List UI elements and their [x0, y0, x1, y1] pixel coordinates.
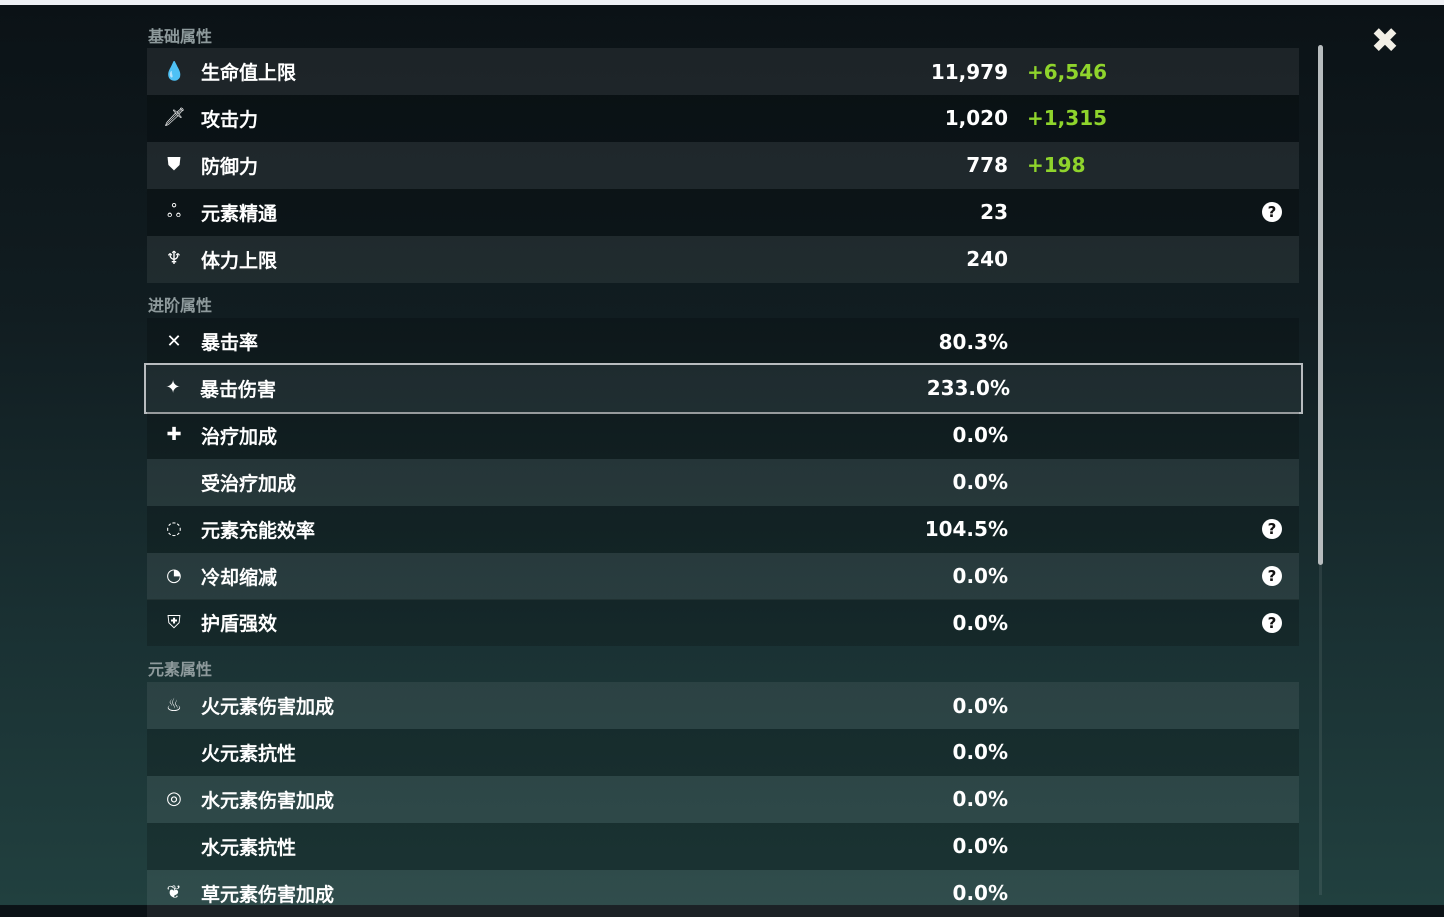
stat-label: 水元素伤害加成 [201, 789, 335, 812]
shield-strength-icon: ⛨ [167, 611, 181, 633]
close-icon: ✖ [1370, 21, 1400, 61]
stat-label: 水元素抗性 [201, 836, 297, 859]
help-icon[interactable]: ? [1262, 566, 1282, 586]
stat-row[interactable]: ✕ 暴击率 80.3% [147, 318, 1299, 365]
sword-icon: 🗡 [163, 107, 186, 129]
stat-label: 草元素伤害加成 [201, 883, 335, 906]
help-icon[interactable]: ? [1262, 612, 1282, 633]
stat-value: 0.0% [952, 881, 1008, 906]
stat-bonus: +198 [1027, 153, 1086, 178]
stat-row[interactable]: ♆ 体力上限 240 [147, 235, 1299, 283]
scrollbar-track[interactable] [1319, 565, 1322, 895]
elemental-mastery-icon: ஃ [166, 201, 182, 223]
hydro-icon: ◎ [166, 788, 182, 810]
stat-value: 778 [966, 153, 1008, 178]
stat-row[interactable]: ⛨ 护盾强效 0.0%? [147, 599, 1299, 647]
stat-value: 0.0% [952, 423, 1008, 448]
scrollbar-thumb[interactable] [1318, 45, 1323, 565]
stat-value: 1,020 [944, 106, 1008, 131]
section-title: 元素属性 [148, 660, 213, 679]
stat-label: 暴击伤害 [200, 378, 277, 401]
stat-row[interactable]: ❦ 草元素伤害加成 0.0% [147, 869, 1299, 917]
stat-value: 104.5% [924, 517, 1008, 542]
stat-label: 元素充能效率 [201, 519, 316, 542]
hp-drop-icon: 💧 [163, 60, 186, 82]
stat-value: 233.0% [926, 376, 1010, 401]
healing-icon: ✚ [166, 424, 182, 446]
stat-row[interactable]: ✚ 治疗加成 0.0% [147, 411, 1299, 459]
crit-dmg-icon: ✦ [165, 377, 181, 399]
help-icon[interactable]: ? [1262, 519, 1282, 540]
stat-value: 240 [966, 247, 1008, 272]
stat-row[interactable]: 水元素抗性 0.0% [147, 822, 1299, 870]
section-title: 基础属性 [148, 27, 213, 46]
stat-row[interactable]: ◔ 冷却缩减 0.0%? [147, 552, 1299, 600]
pyro-icon: ♨ [165, 694, 183, 716]
stat-label: 暴击率 [201, 332, 259, 354]
stat-row[interactable]: 火元素抗性 0.0% [147, 728, 1299, 776]
stat-label: 火元素抗性 [201, 742, 297, 765]
energy-recharge-icon: ◌ [166, 518, 182, 540]
stat-value: 23 [980, 200, 1008, 225]
stat-label: 生命值上限 [201, 62, 297, 84]
stat-bonus: +1,315 [1027, 106, 1108, 131]
dendro-icon: ❦ [166, 882, 182, 904]
stat-value: 80.3% [938, 329, 1008, 354]
shield-icon: ⛊ [167, 154, 181, 176]
stat-row[interactable]: 💧 生命值上限 11,979 +6,546 [147, 48, 1299, 95]
stat-bonus: +6,546 [1027, 59, 1108, 84]
stat-label: 冷却缩减 [201, 566, 278, 589]
section-title: 进阶属性 [148, 296, 213, 315]
stat-label: 元素精通 [201, 202, 278, 225]
stat-label: 攻击力 [201, 108, 259, 131]
stat-row[interactable]: ◎ 水元素伤害加成 0.0% [147, 775, 1299, 823]
stat-label: 火元素伤害加成 [201, 696, 335, 718]
stat-row[interactable]: ♨ 火元素伤害加成 0.0% [147, 682, 1299, 729]
stat-value: 0.0% [952, 564, 1008, 588]
stat-value: 0.0% [952, 470, 1008, 495]
stat-label: 护盾强效 [201, 613, 278, 636]
stamina-icon: ♆ [165, 248, 183, 270]
stat-value: 0.0% [952, 834, 1008, 859]
stat-row[interactable]: 🗡 攻击力 1,020 +1,315 [147, 94, 1299, 142]
cooldown-icon: ◔ [166, 565, 182, 586]
stat-value: 11,979 [930, 59, 1008, 84]
crit-rate-icon: ✕ [166, 330, 182, 352]
stat-value: 0.0% [952, 693, 1008, 718]
stat-row[interactable]: ◌ 元素充能效率 104.5%? [147, 505, 1299, 553]
stat-row[interactable]: ✦ 暴击伤害 233.0% [144, 362, 1303, 414]
close-button[interactable]: ✖ [1364, 20, 1406, 62]
stat-row[interactable]: ஃ 元素精通 23? [147, 188, 1299, 236]
stat-value: 0.0% [952, 787, 1008, 812]
top-strip [0, 0, 1444, 5]
stat-row[interactable]: ⛊ 防御力 778 +198 [147, 141, 1299, 189]
stat-label: 受治疗加成 [201, 472, 297, 495]
help-icon[interactable]: ? [1262, 202, 1282, 223]
stat-value: 0.0% [952, 740, 1008, 765]
stat-value: 0.0% [952, 610, 1008, 635]
stat-row[interactable]: 受治疗加成 0.0% [147, 458, 1299, 506]
stat-label: 体力上限 [201, 249, 278, 272]
stat-label: 治疗加成 [201, 425, 278, 448]
stat-label: 防御力 [201, 155, 259, 178]
